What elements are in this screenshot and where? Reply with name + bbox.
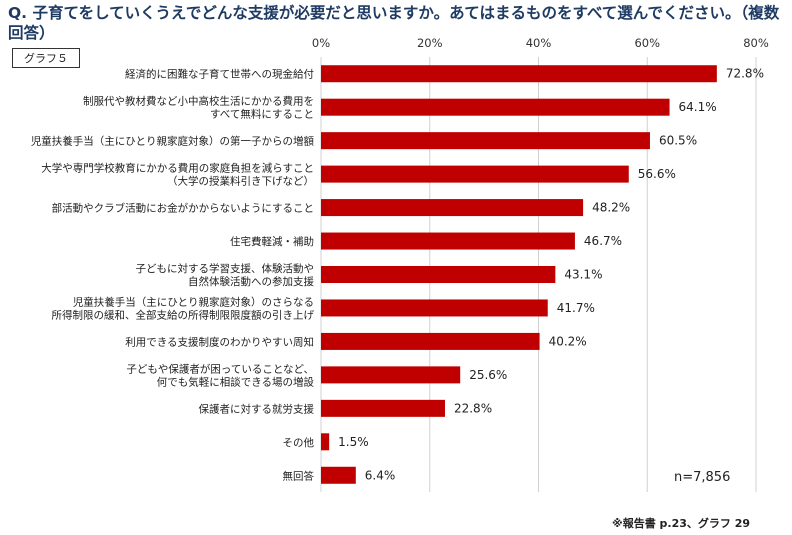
x-tick-label: 60%	[634, 36, 660, 50]
value-label: 60.5%	[659, 134, 697, 148]
bar	[321, 399, 445, 417]
bar	[321, 466, 356, 484]
bars	[321, 65, 717, 484]
bar	[321, 299, 548, 317]
value-label: 46.7%	[584, 234, 622, 248]
value-label: 48.2%	[592, 201, 630, 215]
bar	[321, 433, 330, 451]
bar	[321, 98, 670, 116]
x-tick-label: 0%	[312, 36, 330, 50]
value-label: 72.8%	[726, 67, 764, 81]
x-axis-ticks: 0% 20% 40% 60% 80%	[312, 36, 769, 50]
value-label: 43.1%	[564, 268, 602, 282]
value-label: 56.6%	[638, 167, 676, 181]
bar	[321, 366, 461, 384]
bar	[321, 266, 556, 283]
bar	[321, 332, 540, 350]
category-label: 所得制限の緩和、全部支給の所得制限限度額の引き上げ	[52, 308, 315, 321]
category-label: 自然体験活動への参加支援	[188, 275, 314, 288]
category-label: 児童扶養手当（主にひとり親家庭対象）のさらなる	[73, 295, 314, 308]
x-tick-label: 40%	[526, 36, 552, 50]
x-tick-label: 20%	[417, 36, 443, 50]
category-label: 経済的に困難な子育て世帯への現金給付	[125, 68, 314, 81]
category-label: 保護者に対する就労支援	[199, 402, 315, 415]
bar	[321, 65, 717, 83]
category-label: （大学の授業料引き下げなど）	[167, 175, 314, 188]
value-label: 41.7%	[557, 301, 595, 315]
category-label: 利用できる支援制度のわかりやすい周知	[125, 335, 314, 348]
bar	[321, 199, 584, 217]
category-label: その他	[283, 436, 315, 449]
bar	[321, 232, 575, 250]
category-label: 無回答	[283, 469, 315, 482]
value-label: 1.5%	[338, 435, 369, 449]
value-label: 40.2%	[549, 334, 587, 348]
source-note: ※報告書 p.23、グラフ 29	[612, 517, 751, 530]
x-tick-label: 80%	[743, 36, 769, 50]
bar	[321, 132, 650, 150]
category-label: 何でも気軽に相談できる場の増設	[157, 375, 315, 388]
value-label: 22.8%	[454, 401, 492, 415]
value-labels: 72.8% 64.1% 60.5% 56.6% 48.2% 46.7% 43.1% 41.7%…	[338, 67, 764, 483]
category-label: 制服代や教材費など小中高校生活にかかる費用を	[83, 95, 314, 108]
category-label: 子どもや保護者が困っていることなど、	[126, 362, 314, 375]
value-label: 6.4%	[365, 468, 396, 482]
question-title: Q. 子育てをしていくうえでどんな支援が必要だと思いますか。あてはまるものをすべ…	[8, 4, 780, 42]
category-label: 大学や専門学校教育にかかる費用の家庭負担を減らすこと	[41, 162, 314, 175]
graph-label: グラフ５	[12, 48, 80, 68]
category-label: 子どもに対する学習支援、体験活動や	[136, 262, 315, 275]
category-label: 部活動やクラブ活動にお金がかからないようにすること	[52, 202, 314, 215]
category-label: 住宅費軽減・補助	[230, 235, 314, 248]
bar	[321, 165, 629, 183]
sample-size-note: n=7,856	[674, 470, 731, 485]
value-label: 64.1%	[679, 100, 717, 114]
category-label: すべて無料にすること	[210, 108, 314, 121]
category-label: 児童扶養手当（主にひとり親家庭対象）の第一子からの増額	[31, 135, 315, 148]
value-label: 25.6%	[469, 368, 507, 382]
category-labels: 経済的に困難な子育て世帯への現金給付制服代や教材費など小中高校生活にかかる費用を…	[31, 68, 315, 483]
